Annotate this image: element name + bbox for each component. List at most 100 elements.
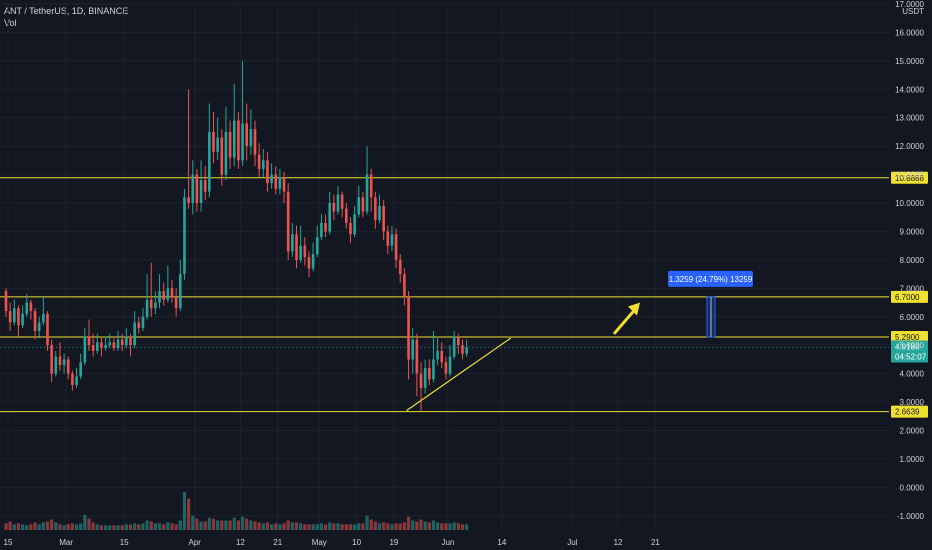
- volume-bar: [187, 498, 191, 530]
- candle-body: [183, 197, 186, 275]
- volume-bar: [203, 521, 207, 530]
- arrow-head[interactable]: [628, 302, 640, 316]
- candle-body: [50, 345, 53, 374]
- candle-body: [13, 308, 16, 323]
- candle: [29, 299, 33, 320]
- candle: [208, 103, 211, 198]
- candle-body: [112, 342, 116, 349]
- candle-body: [54, 356, 58, 374]
- candle-body: [257, 154, 261, 169]
- volume-bar: [162, 524, 166, 530]
- candle: [390, 225, 394, 252]
- candle-body: [104, 345, 107, 349]
- time-tick-label: 12: [236, 538, 245, 547]
- candle: [237, 112, 240, 169]
- candle-body: [332, 203, 336, 212]
- candle: [137, 316, 141, 334]
- current-price-countdown: 04:52:07: [895, 353, 927, 362]
- time-tick-label: 15: [4, 538, 13, 547]
- price-tick-label: 11.0000: [896, 171, 925, 180]
- candle-body: [461, 345, 464, 354]
- candle-body: [195, 174, 199, 204]
- candle-body: [374, 197, 377, 221]
- volume-bar: [348, 524, 353, 530]
- volume-label[interactable]: Vol: [4, 18, 17, 28]
- volume-bar: [377, 523, 382, 530]
- trendline[interactable]: [406, 337, 512, 412]
- candle: [187, 89, 190, 209]
- candle-body: [286, 191, 290, 252]
- time-axis[interactable]: 15 Mar 15 Apr 12 21 May 10 19 Jun 14 Jul 12 21: [4, 538, 661, 547]
- candle: [419, 362, 423, 411]
- volume-bar: [365, 515, 369, 530]
- volume-bar: [12, 524, 16, 530]
- candle: [311, 242, 315, 272]
- candle: [120, 333, 124, 351]
- time-tick-label: 10: [352, 538, 361, 547]
- candle-body: [291, 234, 294, 252]
- volume-bar: [8, 521, 12, 530]
- candle: [291, 222, 294, 258]
- current-price-label: 4.9186: [895, 343, 920, 352]
- volume-bar: [340, 524, 344, 530]
- volume-bar: [141, 523, 145, 530]
- volume-bar: [83, 514, 87, 530]
- volume-bar: [54, 522, 58, 530]
- candle: [158, 274, 161, 309]
- candle-body: [415, 339, 419, 374]
- level-price-tag[interactable]: 2.6639: [891, 405, 928, 418]
- candle-body: [46, 313, 49, 346]
- level-price-tag[interactable]: 6.7000: [891, 290, 928, 303]
- volume-bar: [95, 524, 99, 530]
- volume-bar: [382, 522, 386, 530]
- volume-bar: [112, 525, 116, 530]
- candle-body: [241, 123, 244, 161]
- level-price-tag[interactable]: 5.2900: [891, 330, 928, 343]
- volume-bar: [336, 523, 340, 530]
- candle: [299, 225, 302, 263]
- time-tick-label: Jun: [441, 538, 454, 547]
- candle-body: [436, 350, 439, 360]
- candle-body: [91, 345, 95, 351]
- volume-bar: [220, 520, 224, 530]
- candle: [195, 168, 199, 212]
- candle-body: [8, 311, 12, 323]
- candle: [129, 333, 132, 357]
- candle: [407, 291, 410, 380]
- price-tick-label: 9.0000: [900, 227, 925, 236]
- volume-bar: [448, 523, 452, 530]
- arrow-shaft[interactable]: [612, 308, 637, 335]
- volume-bar: [353, 524, 357, 530]
- candle: [62, 353, 66, 374]
- price-tick-label: 13.0000: [895, 114, 924, 123]
- candle: [349, 217, 352, 243]
- candle-body: [423, 367, 427, 388]
- time-tick-label: Mar: [59, 538, 73, 547]
- candle-body: [25, 302, 29, 314]
- candle-body: [42, 313, 45, 323]
- candle: [87, 319, 91, 351]
- candle: [432, 330, 435, 383]
- level-tag-label: 2.6639: [895, 408, 920, 417]
- level-tag-bg: [891, 171, 928, 184]
- volume-bar: [128, 524, 133, 530]
- price-axis[interactable]: 17.0000 16.0000 15.0000 14.0000 13.0000 12.00…: [895, 0, 924, 521]
- volume-bar: [286, 520, 290, 530]
- candle: [415, 333, 419, 397]
- time-tick-label: 12: [614, 538, 623, 547]
- candle-body: [33, 311, 37, 331]
- volume-bar: [21, 524, 25, 530]
- volume-bar: [307, 524, 311, 530]
- drawings[interactable]: 1.3259 (24.79%) 13259: [406, 270, 753, 412]
- volume-bar: [419, 519, 423, 530]
- candle-body: [428, 367, 431, 380]
- candle-body: [407, 296, 410, 360]
- volume-bar: [332, 523, 336, 530]
- candle: [66, 356, 70, 380]
- price-tick-label: 2.0000: [900, 426, 925, 435]
- level-price-tag[interactable]: 10.8888: [891, 171, 928, 184]
- volume-bar: [170, 523, 174, 530]
